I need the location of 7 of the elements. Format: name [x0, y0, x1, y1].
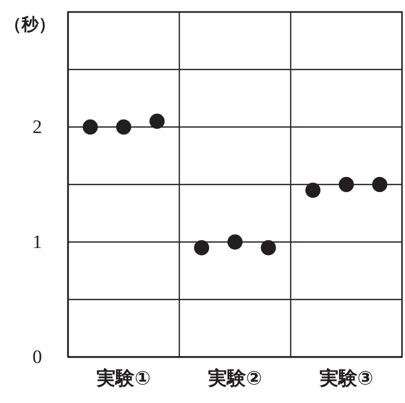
x-tick-label: 実験③ [318, 367, 374, 390]
x-tick-label: 実験① [96, 367, 151, 390]
y-tick-label: 1 [32, 232, 42, 254]
x-tick-label: 実験② [206, 367, 262, 390]
y-tick-label: 0 [32, 347, 42, 368]
y-tick-label: 2 [32, 117, 42, 138]
y-axis-title: （秒） [4, 15, 56, 35]
